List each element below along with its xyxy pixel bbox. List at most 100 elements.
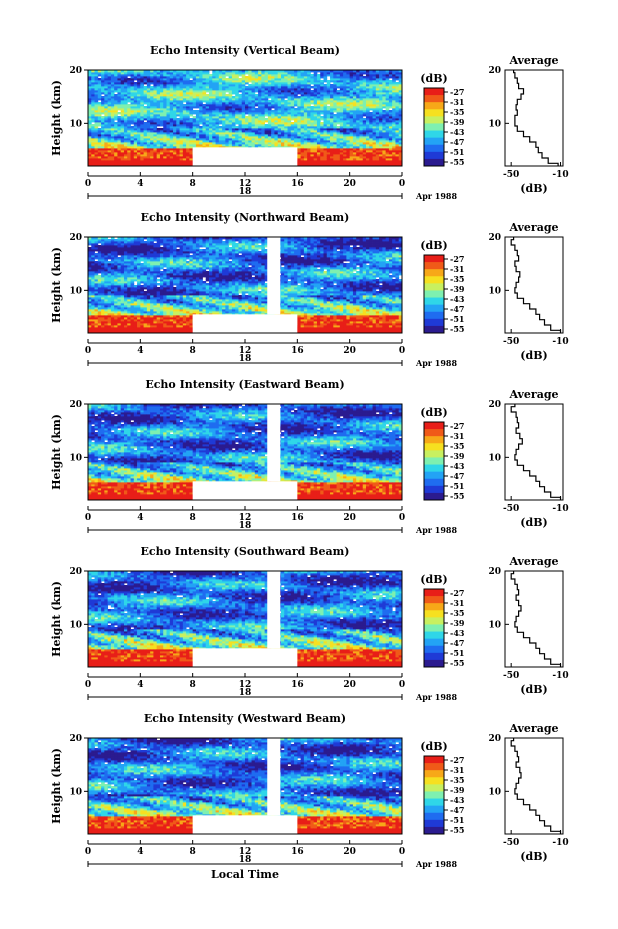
colorbar-tick-label: -55 bbox=[450, 157, 464, 167]
heatmap-cell bbox=[123, 90, 128, 93]
heatmap-cell bbox=[133, 84, 138, 87]
heatmap-cell bbox=[130, 108, 135, 111]
heatmap-cell bbox=[91, 92, 95, 95]
heatmap-cell bbox=[114, 118, 118, 121]
heatmap-cell bbox=[127, 88, 131, 91]
heatmap-cell bbox=[101, 144, 105, 147]
heatmap-cell bbox=[120, 142, 125, 145]
heatmap-cell bbox=[123, 154, 128, 157]
heatmap-cell bbox=[91, 102, 95, 105]
heatmap-cell bbox=[104, 90, 109, 93]
heatmap-cell bbox=[114, 100, 118, 103]
heatmap-cell bbox=[110, 112, 115, 115]
heatmap-cell bbox=[97, 108, 102, 111]
average-frame bbox=[504, 69, 564, 167]
heatmap-cell bbox=[127, 138, 131, 141]
heatmap-cell bbox=[107, 132, 112, 135]
heatmap-cell bbox=[94, 110, 99, 113]
heatmap-cell bbox=[91, 118, 95, 121]
heatmap-cell bbox=[133, 160, 138, 163]
heatmap-cell bbox=[110, 70, 115, 73]
heatmap-cell bbox=[130, 146, 135, 149]
heatmap-cell bbox=[117, 152, 122, 155]
heatmap-cell bbox=[117, 126, 122, 129]
heatmap-cell bbox=[127, 100, 131, 103]
heatmap-cell bbox=[117, 84, 122, 87]
heatmap-cell bbox=[123, 158, 128, 161]
heatmap-cell bbox=[120, 76, 125, 79]
heatmap-cell bbox=[123, 78, 128, 81]
heatmap-cell bbox=[316, 74, 321, 77]
heatmap-cell bbox=[140, 102, 144, 105]
date-day-label: 18 bbox=[239, 187, 252, 197]
heatmap-cell bbox=[127, 108, 131, 111]
heatmap-cell bbox=[110, 100, 115, 103]
heatmap-cell bbox=[101, 100, 105, 103]
heatmap-cell bbox=[117, 70, 122, 73]
heatmap-cell bbox=[110, 86, 115, 89]
heatmap-cell bbox=[107, 136, 112, 139]
heatmap-cell bbox=[110, 78, 115, 81]
heatmap-cell bbox=[137, 70, 141, 73]
heatmap-cell bbox=[140, 92, 144, 95]
heatmap-cell bbox=[110, 162, 115, 165]
heatmap-cell bbox=[326, 80, 331, 83]
heatmap-cell bbox=[133, 142, 138, 145]
heatmap-cell bbox=[91, 152, 95, 155]
heatmap-cell bbox=[133, 146, 138, 149]
heatmap-cell bbox=[137, 132, 141, 135]
heatmap-cell bbox=[310, 74, 315, 77]
heatmap-cell bbox=[104, 118, 109, 121]
heatmap-cell bbox=[107, 84, 112, 87]
heatmap-cell bbox=[101, 72, 105, 75]
heatmap-cell bbox=[248, 84, 252, 87]
heatmap-cell bbox=[137, 138, 141, 141]
heatmap-cell bbox=[120, 158, 125, 161]
heatmap-cell bbox=[320, 116, 324, 119]
heatmap-cell bbox=[205, 94, 210, 97]
heatmap-cell bbox=[130, 134, 135, 137]
heatmap-cell bbox=[137, 154, 141, 157]
heatmap-cell bbox=[94, 88, 99, 91]
heatmap-cell bbox=[97, 88, 102, 91]
heatmap-cell bbox=[192, 116, 197, 119]
heatmap-cell bbox=[140, 138, 144, 141]
heatmap-cell bbox=[140, 116, 144, 119]
heatmap-cell bbox=[137, 88, 141, 91]
heatmap-cell bbox=[104, 100, 109, 103]
heatmap-cell bbox=[91, 134, 95, 137]
heatmap-cell bbox=[101, 136, 105, 139]
heatmap-cell bbox=[94, 130, 99, 133]
heatmap-cell bbox=[101, 90, 105, 93]
heatmap-cell bbox=[101, 84, 105, 87]
heatmap-cell bbox=[97, 146, 102, 149]
heatmap-cell bbox=[114, 98, 118, 101]
heatmap-cell bbox=[123, 118, 128, 121]
heatmap-cell bbox=[123, 138, 128, 141]
heatmap-cell bbox=[91, 98, 95, 101]
heatmap-cell bbox=[133, 122, 138, 125]
heatmap-cell bbox=[88, 114, 92, 117]
heatmap-cell bbox=[94, 80, 99, 83]
heatmap-cell bbox=[97, 96, 102, 99]
average-x-tick-label: -10 bbox=[552, 170, 568, 180]
heatmap-cell bbox=[130, 106, 135, 109]
heatmap-cell bbox=[388, 80, 393, 83]
heatmap-cell bbox=[107, 98, 112, 101]
heatmap-cell bbox=[130, 156, 135, 159]
heatmap-cell bbox=[127, 126, 131, 129]
heatmap-cell bbox=[130, 102, 135, 105]
heatmap-cell bbox=[94, 104, 99, 107]
heatmap-cell bbox=[110, 96, 115, 99]
heatmap-cell bbox=[235, 126, 239, 129]
heatmap-cell bbox=[189, 118, 194, 121]
heatmap-cell bbox=[130, 90, 135, 93]
heatmap-cell bbox=[114, 122, 118, 125]
heatmap-cell bbox=[140, 134, 144, 137]
heatmap-cell bbox=[133, 110, 138, 113]
heatmap-cell bbox=[91, 82, 95, 85]
heatmap-cell bbox=[117, 74, 122, 77]
heatmap-cell bbox=[110, 152, 115, 155]
heatmap-cell bbox=[117, 130, 122, 133]
heatmap-cell bbox=[88, 98, 92, 101]
